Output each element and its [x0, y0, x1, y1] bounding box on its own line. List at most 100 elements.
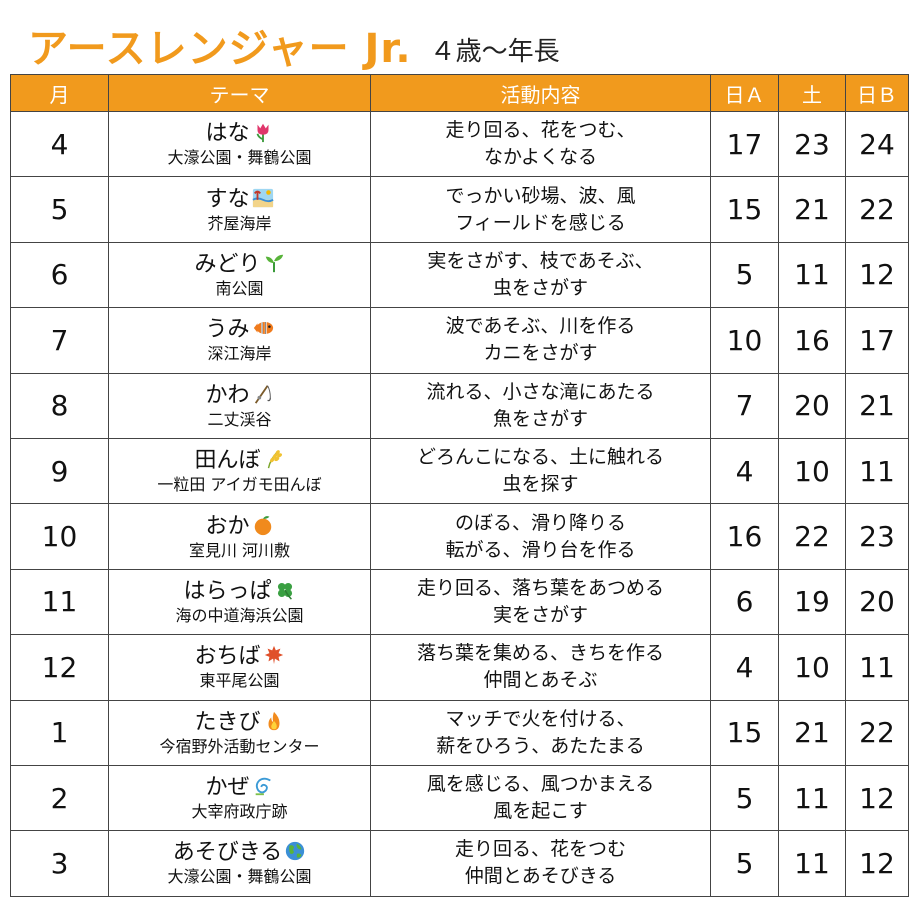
activity-cell: 実をさがす、枝であそぶ、 虫をさがす [370, 241, 711, 309]
sunday-b-date: 11 [845, 437, 909, 505]
activity-cell: のぼる、滑り降りる 転がる、滑り台を作る [370, 503, 711, 570]
column-header-activity: 活動内容 [370, 74, 711, 112]
activity-line: 魚をさがす [492, 407, 588, 430]
theme-place: 大濠公園・舞鶴公園 [167, 148, 312, 168]
sunday-b-date: 23 [845, 503, 909, 570]
activity-line: 流れる、小さな滝にあたる [426, 380, 655, 403]
saturday-date: 10 [778, 437, 846, 505]
activity-line: でっかい砂場、波、風 [445, 184, 636, 207]
saturday-date: 11 [778, 241, 846, 309]
saturday-date: 21 [778, 699, 846, 766]
column-header-theme: テーマ [108, 74, 371, 112]
rice-icon [263, 448, 285, 470]
theme-place: 海の中道海浜公園 [175, 605, 304, 625]
month-cell: 7 [10, 307, 109, 374]
theme-name: かわ [205, 382, 250, 408]
saturday-date: 22 [778, 503, 846, 570]
theme-name: 田んぼ [194, 448, 261, 474]
saturday-date: 19 [778, 568, 846, 636]
page-title: アースレンジャー Jr. [28, 26, 412, 72]
saturday-date: 20 [778, 372, 846, 439]
theme-name: あそびきる [172, 840, 283, 866]
sunday-b-date: 22 [845, 699, 909, 766]
activity-cell: 風を感じる、風つかまえる 風を起こす [370, 764, 711, 832]
page-subtitle: ４歳〜年長 [429, 37, 560, 67]
clover-icon [274, 579, 296, 601]
month-cell: 9 [10, 437, 109, 505]
theme-name: おちば [194, 644, 261, 670]
theme-cell: みどり 南公園 [108, 241, 371, 309]
sunday-a-date: 15 [710, 176, 779, 243]
theme-name-line: はな [109, 120, 370, 148]
table-row: 2 かぜ 大宰府政庁跡 風を感じる、風つかまえる 風を起こす 5 11 12 [10, 764, 909, 832]
theme-cell: おか 室見川 河川敷 [108, 503, 371, 570]
sunday-b-date: 12 [845, 830, 909, 897]
theme-name: すな [205, 186, 250, 212]
theme-cell: 田んぼ 一粒田 アイガモ田んぼ [108, 437, 371, 505]
theme-name-line: すな [109, 186, 370, 214]
table-row: 1 たきび 今宿野外活動センター マッチで火を付ける、 薪をひろう、あたたまる 15 21 2… [10, 699, 909, 766]
sunday-b-date: 17 [845, 307, 909, 374]
month-cell: 3 [10, 830, 109, 897]
activity-cell: マッチで火を付ける、 薪をひろう、あたたまる [370, 699, 711, 766]
theme-name: かぜ [205, 775, 250, 801]
column-header-sunday-a: 日Ａ [710, 74, 779, 112]
sunday-a-date: 4 [710, 634, 779, 701]
theme-place: 室見川 河川敷 [188, 540, 291, 560]
maple-leaf-icon [263, 644, 285, 666]
sunday-a-date: 10 [710, 307, 779, 374]
theme-name-line: かぜ [109, 774, 370, 802]
schedule-table: 月 テーマ 活動内容 日Ａ 土 日Ｂ 4 はな 大濠公園・舞鶴公園 走り回る、花をつむ… [10, 74, 909, 897]
column-header-saturday: 土 [778, 74, 846, 112]
activity-line: 転がる、滑り台を作る [445, 538, 636, 561]
theme-place: 大宰府政庁跡 [191, 802, 288, 822]
sunday-a-date: 6 [710, 568, 779, 636]
theme-place: 東平尾公園 [199, 671, 280, 691]
sunday-b-date: 24 [845, 110, 909, 178]
theme-cell: おちば 東平尾公園 [108, 634, 371, 701]
table-row: 3 あそびきる 大濠公園・舞鶴公園 走り回る、花をつむ 仲間とあそびきる 5 11 12 [10, 830, 909, 897]
activity-cell: 落ち葉を集める、きちを作る 仲間とあそぶ [370, 634, 711, 701]
tulip-icon [252, 121, 274, 143]
theme-name-line: はらっぱ [109, 578, 370, 606]
column-header-month: 月 [10, 74, 109, 112]
saturday-date: 10 [778, 634, 846, 701]
month-cell: 8 [10, 372, 109, 439]
theme-name-line: みどり [109, 251, 370, 279]
table-row: 11 はらっぱ 海の中道海浜公園 走り回る、落ち葉をあつめる 実をさがす 6 19 20 [10, 568, 909, 636]
activity-line: フィールドを感じる [455, 211, 626, 234]
sunday-a-date: 17 [710, 110, 779, 178]
header-row: 月 テーマ 活動内容 日Ａ 土 日Ｂ [10, 74, 909, 112]
saturday-date: 16 [778, 307, 846, 374]
activity-line: 実をさがす [492, 603, 588, 626]
activity-line: 走り回る、花をつむ [454, 838, 626, 861]
sunday-b-date: 11 [845, 634, 909, 701]
activity-line: 虫をさがす [492, 276, 588, 299]
theme-place: 大濠公園・舞鶴公園 [167, 867, 312, 887]
sunday-b-date: 12 [845, 764, 909, 832]
activity-cell: 波であそぶ、川を作る カニをさがす [370, 307, 711, 374]
activity-cell: 走り回る、花をつむ、 なかよくなる [370, 110, 711, 178]
saturday-date: 23 [778, 110, 846, 178]
theme-name: はらっぱ [183, 578, 272, 604]
activity-line: なかよくなる [483, 146, 598, 169]
activity-cell: でっかい砂場、波、風 フィールドを感じる [370, 176, 711, 243]
beach-icon [251, 187, 274, 209]
tangerine-icon [252, 514, 274, 536]
activity-line: 実をさがす、枝であそぶ、 [427, 249, 654, 272]
theme-name-line: おか [109, 513, 370, 541]
sunday-a-date: 7 [710, 372, 779, 439]
month-cell: 11 [10, 568, 109, 636]
table-row: 9 田んぼ 一粒田 アイガモ田んぼ どろんこになる、土に触れる 虫を探す 4 10 11 [10, 437, 909, 505]
theme-cell: かわ 二丈渓谷 [108, 372, 371, 439]
theme-name-line: うみ [109, 316, 370, 344]
table-row: 6 みどり 南公園 実をさがす、枝であそぶ、 虫をさがす 5 11 12 [10, 241, 909, 309]
activity-line: 風を感じる、風つかまえる [426, 773, 655, 796]
saturday-date: 11 [778, 830, 846, 897]
theme-name: みどり [194, 251, 261, 277]
saturday-date: 21 [778, 176, 846, 243]
sunday-b-date: 22 [845, 176, 909, 243]
fire-icon [263, 710, 285, 732]
activity-cell: 走り回る、落ち葉をあつめる 実をさがす [370, 568, 711, 636]
theme-place: 一粒田 アイガモ田んぼ [157, 475, 322, 495]
